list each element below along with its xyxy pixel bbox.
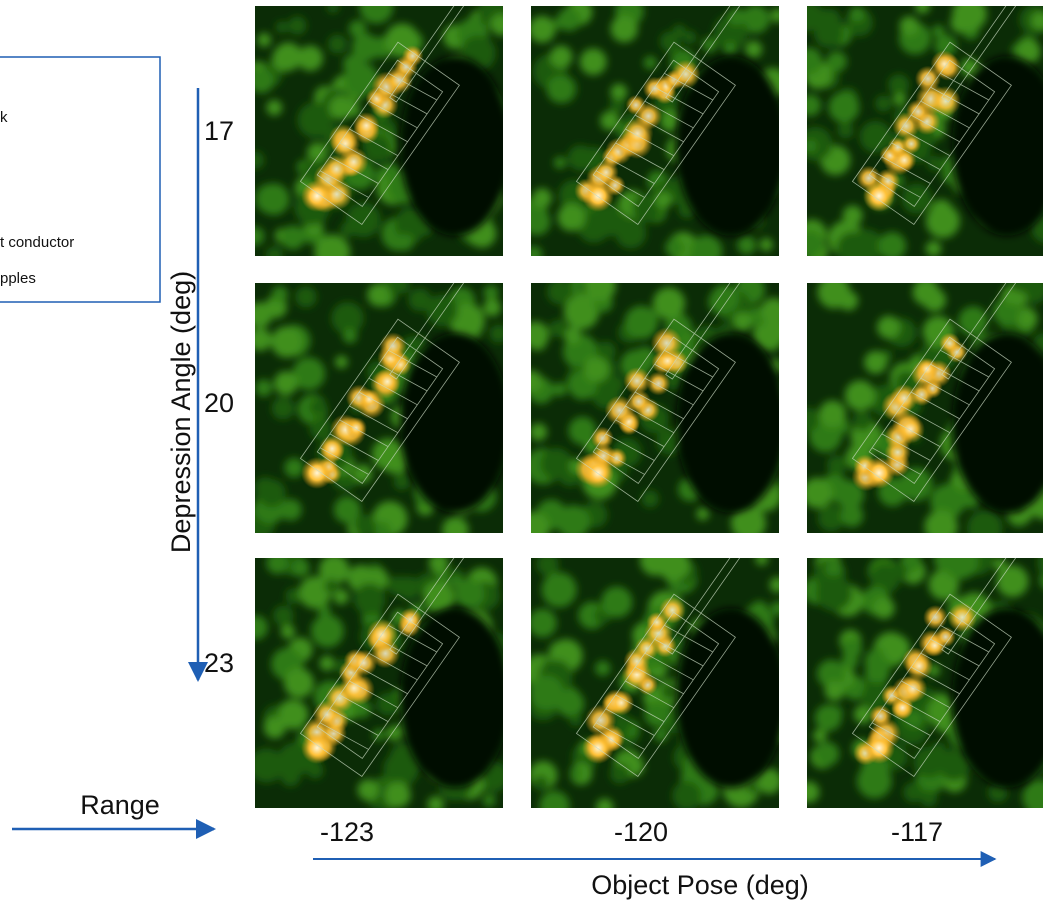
sar-image <box>807 283 1043 533</box>
range-label: Range <box>80 790 160 820</box>
sar-image <box>255 283 503 533</box>
legend-text: k <box>0 109 8 126</box>
legend-box <box>0 56 161 303</box>
row-label: 20 <box>204 388 234 418</box>
sar-image <box>255 558 503 808</box>
column-label: -117 <box>891 817 943 847</box>
sar-image <box>531 558 779 808</box>
column-label: -123 <box>320 817 374 847</box>
sar-image <box>807 6 1043 256</box>
sar-image <box>531 283 779 533</box>
sar-image <box>531 6 779 256</box>
horizontal-axis-title: Object Pose (deg) <box>591 870 809 900</box>
vertical-axis-title: Depression Angle (deg) <box>166 271 196 553</box>
sar-image <box>807 558 1043 808</box>
legend-text: t conductor <box>0 234 74 251</box>
column-label: -120 <box>614 817 668 847</box>
image-grid <box>255 6 1043 808</box>
row-label: 17 <box>204 116 234 146</box>
sar-image <box>255 6 503 256</box>
row-label: 23 <box>204 648 234 678</box>
legend-text: pples <box>0 270 36 287</box>
